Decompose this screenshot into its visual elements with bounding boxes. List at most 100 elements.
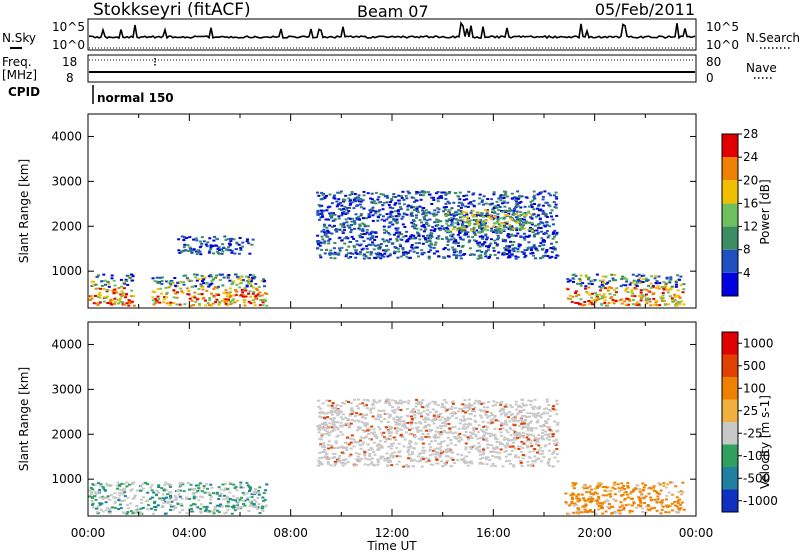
data-cell [345,253,349,256]
data-cell [513,247,517,250]
data-cell [90,496,94,499]
data-cell [447,192,451,195]
data-cell [377,251,381,254]
data-cell [443,417,447,420]
data-cell [679,507,683,510]
data-cell [531,251,535,254]
data-cell [503,216,507,219]
data-cell [505,222,509,225]
data-cell [500,202,504,205]
data-cell [92,302,96,305]
data-cell [653,506,656,509]
data-cell [452,201,456,204]
data-cell [450,415,454,417]
data-cell [396,408,400,411]
data-cell [506,234,510,237]
data-cell [95,275,99,278]
data-cell [374,417,378,420]
data-cell [230,512,234,515]
data-cell [485,236,489,239]
data-cell [353,221,357,224]
data-cell [337,457,341,460]
data-cell [172,302,176,304]
data-cell [535,215,538,218]
data-cell [441,256,445,259]
data-cell [230,249,234,252]
data-cell [338,236,342,239]
data-cell [348,217,352,220]
data-cell [377,426,381,429]
data-cell [452,212,456,215]
data-cell [496,218,500,221]
data-cell [499,225,503,228]
data-cell [445,192,448,195]
data-cell [362,233,366,235]
data-cell [151,512,155,515]
data-cell [189,304,193,307]
data-cell [442,440,446,443]
data-cell [453,192,457,194]
data-cell [192,238,196,241]
data-cell [382,431,386,434]
data-cell [185,496,188,499]
data-cell [154,508,158,511]
data-cell [362,223,366,226]
data-cell [213,507,217,510]
data-cell [549,194,553,197]
data-cell [357,215,361,218]
data-cell [482,452,486,455]
data-cell [619,489,623,492]
data-cell [239,282,243,285]
data-cell [217,511,221,514]
data-cell [552,439,556,442]
data-cell [428,443,431,446]
data-cell [499,448,503,451]
data-cell [459,418,463,421]
data-cell [452,412,456,415]
data-cell [635,275,639,278]
data-cell [329,464,333,467]
data-cell [379,415,383,418]
data-cell [453,226,457,229]
data-cell [661,294,665,297]
data-cell [460,454,464,457]
data-cell [370,448,374,451]
data-cell [495,221,499,224]
data-cell [417,400,420,403]
data-cell [543,225,547,228]
data-cell [555,254,559,257]
data-cell [422,251,426,254]
data-cell [538,218,542,221]
data-cell [359,200,363,203]
data-cell [446,444,450,447]
data-cell [158,301,162,304]
data-cell [349,453,353,456]
data-cell [228,237,232,240]
data-cell [550,251,554,254]
data-cell [602,500,606,503]
data-cell [518,436,522,439]
data-cell [452,214,456,217]
data-cell [484,414,488,416]
data-cell [591,497,595,500]
data-cell [499,194,503,197]
data-cell [413,227,417,230]
data-cell [532,196,536,198]
data-cell [539,227,543,229]
data-cell [113,284,117,287]
data-cell [373,431,377,434]
data-cell [347,210,351,213]
data-cell [376,448,380,451]
data-cell [620,278,624,280]
data-cell [510,225,514,228]
data-cell [487,443,491,446]
data-cell [185,287,189,290]
data-cell [221,243,225,246]
data-cell [257,489,261,492]
data-cell [396,227,400,230]
data-cell [638,280,642,283]
data-cell [378,399,382,402]
data-cell [508,223,511,226]
data-cell [232,495,236,498]
data-cell [566,278,570,280]
